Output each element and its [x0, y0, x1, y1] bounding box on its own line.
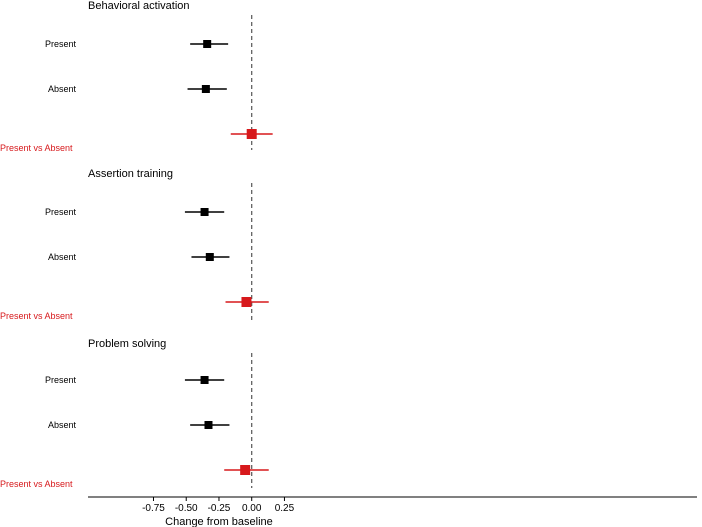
- point-estimate: [201, 85, 210, 93]
- point-estimate: [246, 129, 257, 139]
- row-label: Present: [45, 39, 77, 49]
- point-estimate: [241, 297, 252, 307]
- point-estimate: [200, 208, 209, 216]
- row-label: Present vs Absent: [0, 311, 73, 321]
- row-label: Present: [45, 207, 77, 217]
- row-label: Absent: [48, 84, 77, 94]
- row-label: Absent: [48, 252, 77, 262]
- x-tick-label: -0.75: [142, 503, 165, 514]
- point-estimate: [205, 253, 214, 261]
- point-estimate: [204, 421, 213, 429]
- point-estimate: [203, 40, 212, 48]
- panel-title: Problem solving: [88, 338, 166, 350]
- point-estimate: [200, 376, 209, 384]
- x-tick-label: 0.25: [275, 503, 295, 514]
- row-label: Present vs Absent: [0, 479, 73, 489]
- row-label: Absent: [48, 420, 77, 430]
- panel-title: Assertion training: [88, 168, 173, 180]
- point-estimate: [240, 465, 251, 475]
- x-tick-label: -0.50: [175, 503, 198, 514]
- row-label: Present: [45, 375, 77, 385]
- panel-title: Behavioral activation: [88, 0, 190, 12]
- row-label: Present vs Absent: [0, 143, 73, 153]
- x-tick-label: 0.00: [242, 503, 262, 514]
- x-axis-title: Change from baseline: [165, 516, 273, 527]
- x-tick-label: -0.25: [208, 503, 231, 514]
